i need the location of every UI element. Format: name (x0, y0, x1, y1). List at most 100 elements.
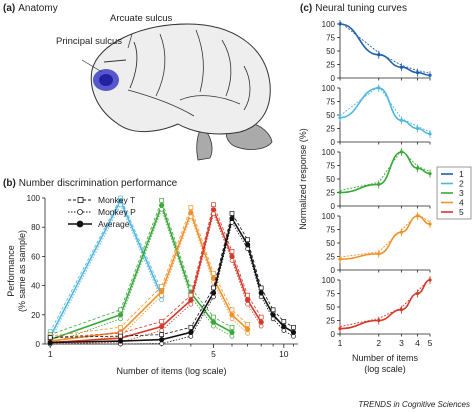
tuning-point (428, 222, 432, 226)
point-monkey-t (211, 314, 216, 320)
point-monkey-t (270, 307, 276, 313)
point-monkey-p (245, 246, 250, 252)
b-y-tick-label: 40 (31, 282, 40, 291)
point-monkey-p (229, 258, 235, 263)
b-x-tick-label: 1 (48, 349, 53, 359)
point-monkey-t (188, 292, 194, 298)
legend-label: Average (98, 219, 130, 229)
b-x-tick-label: 10 (279, 349, 289, 359)
c-x-tick-label: 3 (399, 338, 404, 348)
point-average (159, 202, 165, 208)
point-average (117, 338, 124, 344)
point-monkey-t (229, 307, 235, 313)
c-y-tick-label: 0 (331, 74, 336, 83)
point-monkey-t (291, 324, 296, 330)
panel-b-title: (b) Number discrimination performance (3, 178, 178, 189)
point-average (245, 326, 251, 332)
tuning-point (428, 172, 432, 176)
legend-marker (76, 220, 84, 228)
point-monkey-t (118, 324, 123, 330)
point-monkey-t (229, 324, 235, 330)
tuning-point (428, 278, 432, 282)
tuning-fit-5 (339, 279, 431, 330)
point-monkey-t (258, 314, 264, 320)
point-monkey-p (188, 214, 194, 219)
panel-c-title: (c) Neural tuning curves (300, 3, 407, 14)
point-monkey-t (159, 319, 165, 324)
c-y-tick-label: 50 (326, 47, 335, 56)
series-line-monkey-p (50, 221, 294, 345)
c-y-axis-label: Normalized response (%) (298, 128, 308, 230)
tuning-point (338, 22, 342, 26)
b-y-tick-label: 0 (36, 340, 41, 349)
point-average (117, 198, 124, 204)
tuning-point (338, 116, 342, 120)
point-monkey-t (118, 333, 123, 339)
tuning-fit-4 (339, 215, 431, 260)
label-arcuate-sulcus: Arcuate sulcus (110, 13, 173, 24)
c-y-tick-label: 100 (322, 20, 336, 29)
c-y-tick-label: 50 (326, 175, 335, 184)
label-principal-sulcus: Principal sulcus (56, 36, 122, 47)
series-line-monkey-t (50, 212, 294, 338)
tuning-fit-3 (339, 151, 431, 194)
c-y-tick-label: 25 (326, 125, 335, 134)
tuning-panel-4: 0 25 50 75 100 (322, 212, 432, 275)
point-average (245, 242, 251, 248)
legend-label-2: 2 (459, 179, 464, 189)
point-average (159, 323, 165, 330)
tuning-point (377, 86, 381, 90)
b-x-tick-label: 5 (211, 349, 216, 359)
tuning-panel-2: 0 25 50 75 100 (322, 84, 432, 147)
performance-chart: 0 20 40 60 80 100 1 5 10 Number of items (log sca… (6, 194, 298, 376)
point-monkey-t (211, 285, 216, 291)
point-average (229, 312, 235, 318)
c-y-tick-label: 50 (326, 303, 335, 312)
c-y-tick-label: 50 (326, 239, 335, 248)
legend-label-3: 3 (459, 188, 464, 198)
b-legend: Monkey T Monkey P Average (68, 195, 136, 229)
point-average (188, 329, 194, 335)
point-monkey-p (291, 333, 296, 339)
point-monkey-t (47, 335, 53, 340)
point-average (290, 329, 297, 335)
tuning-data-1 (339, 21, 431, 74)
point-monkey-t (188, 285, 194, 291)
point-monkey-t (211, 202, 216, 208)
tuning-point (377, 318, 381, 323)
series-line-monkey-t (50, 199, 233, 335)
point-monkey-p (229, 316, 235, 322)
point-average (245, 297, 251, 303)
c-y-tick-label: 100 (322, 84, 336, 93)
tuning-fit-1 (339, 23, 431, 77)
tuning-point (377, 252, 381, 256)
series-line-average (49, 202, 233, 341)
b-y-axis-label: Performance(% same as sample) (6, 230, 27, 312)
legend-label-4: 4 (459, 198, 464, 208)
tuning-point (399, 65, 404, 69)
brain-illustration (81, 23, 273, 161)
point-monkey-p (229, 220, 235, 225)
point-average (270, 312, 276, 318)
series-line-monkey-p (50, 212, 262, 345)
point-monkey-t (229, 249, 235, 254)
point-average (159, 337, 165, 343)
tuning-point (415, 71, 420, 75)
point-monkey-t (188, 205, 194, 210)
point-monkey-p (245, 331, 250, 336)
b-y-tick-label: 60 (31, 252, 40, 261)
point-monkey-t (245, 322, 250, 327)
point-monkey-p (159, 293, 165, 298)
tuning-point (399, 230, 404, 234)
tuning-panel-5: 0 25 50 75 100 (322, 276, 432, 339)
c-y-tick-label: 0 (331, 202, 336, 211)
c-y-tick-label: 75 (326, 98, 335, 107)
tuning-point (338, 327, 342, 331)
c-y-tick-label: 25 (326, 317, 335, 326)
legend-label-5: 5 (459, 207, 464, 217)
panel-a-title: (a) Anatomy (3, 3, 58, 14)
tuning-point (415, 214, 420, 218)
point-monkey-p (258, 323, 264, 329)
tuning-point (338, 190, 342, 195)
